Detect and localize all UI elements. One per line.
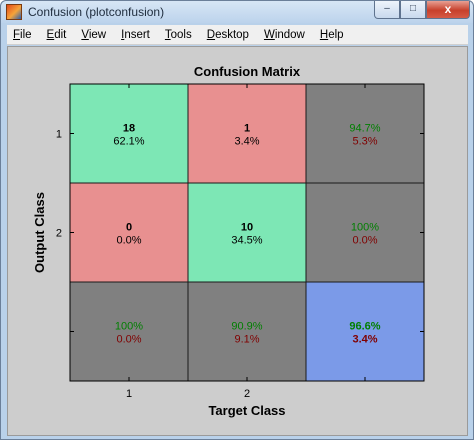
menu-view[interactable]: View [81, 28, 107, 41]
cell-percent-label: 3.4% [352, 334, 377, 346]
matrix-cell-1-1 [69, 83, 189, 184]
x-axis-label: Target Class [208, 403, 285, 418]
cell-percent-label: 5.3% [352, 136, 377, 148]
x-tick-label: 2 [244, 388, 250, 400]
cell-percent-label: 0.0% [116, 235, 141, 247]
y-axis-label: Output Class [32, 192, 47, 273]
figure-canvas: 18 62.1% 1 3.4% 94.7% 5.3% 0 0.0% 10 34.5% 100% 0.0… [7, 46, 468, 436]
cell-count-label: 100% [351, 222, 379, 234]
cell-percent-label: 62.1% [113, 136, 144, 148]
cell-percent-label: 0.0% [116, 334, 141, 346]
minimize-button[interactable]: – [374, 1, 400, 19]
cell-count-label: 10 [241, 222, 253, 234]
matrix-cell-3-2 [187, 281, 307, 382]
cell-percent-label: 0.0% [352, 235, 377, 247]
chart-title: Confusion Matrix [194, 64, 301, 79]
cell-count-label: 0 [126, 222, 132, 234]
matrix-cell-2-1 [69, 182, 189, 283]
cell-count-label: 96.6% [349, 321, 380, 333]
matrix-cell-3-1 [69, 281, 189, 382]
y-tick-label: 2 [56, 228, 62, 240]
cell-count-label: 1 [244, 123, 250, 135]
maximize-button[interactable]: □ [400, 1, 426, 19]
cell-percent-label: 34.5% [231, 235, 262, 247]
matlab-figure-icon[interactable] [6, 4, 22, 20]
menu-window[interactable]: Window [263, 28, 305, 41]
cell-count-label: 90.9% [231, 321, 262, 333]
menu-tools[interactable]: Tools [164, 28, 192, 41]
menu-help[interactable]: Help [319, 28, 344, 41]
cell-count-label: 100% [115, 321, 143, 333]
menu-desktop[interactable]: Desktop [206, 28, 249, 41]
menu-bar: File Edit View Insert Tools Desktop Wind… [7, 25, 468, 45]
matrix-cell-1-3 [305, 83, 425, 184]
cell-percent-label: 3.4% [234, 136, 259, 148]
cell-percent-label: 9.1% [234, 334, 259, 346]
x-tick-label: 1 [126, 388, 132, 400]
cell-count-label: 94.7% [349, 123, 380, 135]
window-title: Confusion (plotconfusion) [28, 5, 165, 19]
menu-insert[interactable]: Insert [121, 28, 150, 41]
y-tick-label: 1 [56, 129, 62, 141]
menu-edit[interactable]: Edit [46, 28, 67, 41]
menu-file[interactable]: File [13, 28, 32, 41]
matrix-cell-3-3 [305, 281, 425, 382]
cell-count-label: 18 [123, 123, 135, 135]
title-bar[interactable]: Confusion (plotconfusion) – □ x [1, 1, 473, 23]
close-button[interactable]: x [426, 1, 470, 19]
confusion-matrix-plot: 1862.1%13.4%94.7%5.3%00.0%1034.5%100%0.0… [32, 64, 425, 418]
